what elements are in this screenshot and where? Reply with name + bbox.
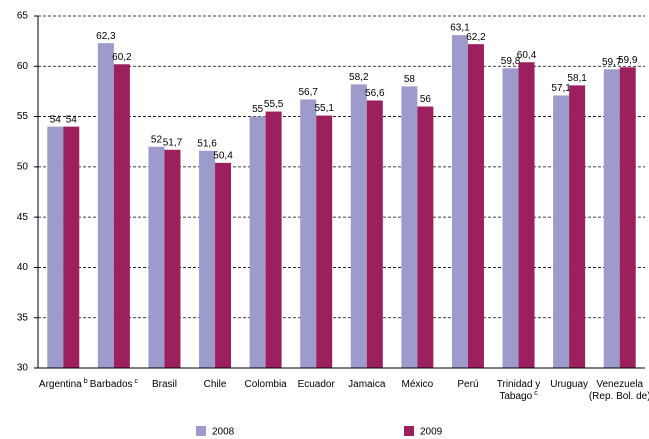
x-tick-label: Ecuador <box>298 379 336 390</box>
x-tick-label: Trinidad y <box>497 379 541 390</box>
data-label: 57,1 <box>551 83 571 94</box>
data-label: 59,9 <box>618 55 638 66</box>
data-label: 50,4 <box>213 150 233 161</box>
category-line: Ecuador <box>298 379 336 390</box>
category-line: Chile <box>204 379 227 390</box>
legend-label: 2009 <box>420 427 443 438</box>
bar <box>199 150 216 368</box>
data-label: 56,7 <box>298 87 318 98</box>
category-line: Argentina <box>39 379 82 390</box>
legend-swatch <box>196 426 206 436</box>
data-label: 56,6 <box>365 88 385 99</box>
data-label: 58,1 <box>567 73 587 84</box>
data-label: 54 <box>66 114 78 125</box>
x-tick-label: Brasil <box>152 379 177 390</box>
data-label: 60,4 <box>517 50 537 61</box>
data-label: 58 <box>404 74 416 85</box>
data-label: 63,1 <box>450 23 470 34</box>
y-tick-label: 35 <box>17 312 29 323</box>
bar <box>401 86 418 369</box>
bar <box>467 44 484 368</box>
legend-label: 2008 <box>212 427 235 438</box>
data-label: 62,3 <box>96 31 116 42</box>
data-label: 55,1 <box>314 103 334 114</box>
x-tick-label: Colombia <box>245 379 288 390</box>
bar <box>603 69 620 368</box>
x-tick-label: Jamaica <box>348 379 386 390</box>
data-label: 59,7 <box>602 57 622 68</box>
x-tick-label: Barbados c <box>90 378 139 390</box>
data-label: 51,6 <box>197 138 217 149</box>
bar <box>553 95 570 369</box>
y-tick-label: 65 <box>17 11 29 22</box>
data-label: 60,2 <box>112 52 132 63</box>
y-tick-label: 55 <box>17 111 29 122</box>
x-tick-label: Tabago c <box>499 390 538 402</box>
bar <box>47 126 64 368</box>
bar <box>164 149 181 368</box>
y-tick-label: 30 <box>17 363 29 374</box>
bar <box>366 100 383 368</box>
category-note: c <box>135 378 139 385</box>
bar <box>451 35 468 368</box>
x-tick-label: Perú <box>457 379 478 390</box>
y-tick-label: 40 <box>17 262 29 273</box>
data-label: 55,5 <box>264 99 284 110</box>
data-label: 59,8 <box>501 56 521 67</box>
category-line: Tabago <box>499 391 532 402</box>
x-tick-label: Uruguay <box>550 379 588 390</box>
bar <box>148 146 165 368</box>
legend-swatch <box>404 426 414 436</box>
data-label: 58,2 <box>349 72 369 83</box>
category-note: b <box>84 378 88 385</box>
bar <box>249 116 266 368</box>
x-tick-label: Argentina b <box>39 378 88 390</box>
data-label: 55 <box>252 104 264 115</box>
bar <box>97 43 114 368</box>
y-tick-label: 50 <box>17 161 29 172</box>
bar <box>265 111 282 369</box>
data-label: 56 <box>420 94 432 105</box>
data-label: 54 <box>50 114 62 125</box>
category-line: Perú <box>457 379 478 390</box>
bar <box>316 115 333 369</box>
category-line: Venezuela <box>596 379 643 390</box>
bar <box>350 84 367 368</box>
x-tick-label: Venezuela <box>596 379 643 390</box>
data-label: 62,2 <box>466 32 486 43</box>
bar <box>113 64 130 368</box>
category-line: Trinidad y <box>497 379 541 390</box>
category-line: Barbados <box>90 379 133 390</box>
x-tick-label: México <box>402 379 434 390</box>
category-note: c <box>534 390 538 397</box>
y-tick-label: 45 <box>17 212 29 223</box>
bar <box>215 162 232 368</box>
category-line: Brasil <box>152 379 177 390</box>
x-tick-label: (Rep. Bol. de) <box>589 391 649 402</box>
category-line: Jamaica <box>348 379 386 390</box>
category-line: Colombia <box>245 379 288 390</box>
bar <box>300 99 317 368</box>
category-line: México <box>402 379 434 390</box>
x-tick-label: Chile <box>204 379 227 390</box>
y-tick-label: 60 <box>17 61 29 72</box>
bar <box>63 126 80 368</box>
bar <box>518 62 535 369</box>
data-label: 51,7 <box>163 137 183 148</box>
data-label: 52 <box>151 134 163 145</box>
bar <box>619 67 636 368</box>
bar <box>417 106 434 368</box>
category-line: Uruguay <box>550 379 588 390</box>
bar <box>502 68 519 368</box>
category-line: (Rep. Bol. de) <box>589 391 649 402</box>
bar <box>569 85 586 368</box>
